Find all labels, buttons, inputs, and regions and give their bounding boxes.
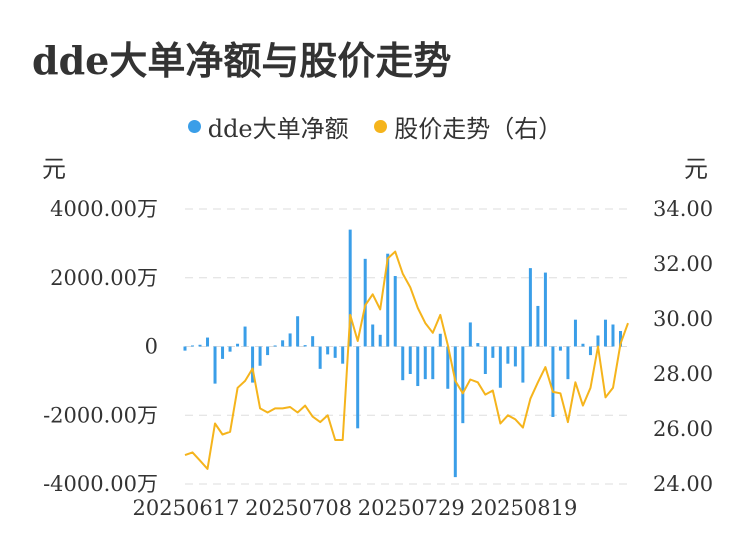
left-tick-label: 2000.00万 <box>50 266 158 290</box>
right-tick-label: 24.00 <box>653 472 713 496</box>
dde-bar <box>326 346 330 355</box>
dde-bar <box>371 324 375 347</box>
right-axis-ticks: 34.00 32.00 30.00 28.00 26.00 24.00 <box>653 197 713 496</box>
dde-bar <box>558 346 562 351</box>
dde-bar <box>213 346 217 384</box>
left-tick-label: -2000.00万 <box>43 403 158 427</box>
dde-bar <box>378 334 382 347</box>
dde-bars <box>183 229 622 478</box>
dde-bar <box>581 343 585 347</box>
dde-bar <box>311 336 315 347</box>
dde-bar <box>588 346 592 356</box>
dde-bar <box>618 331 622 347</box>
x-tick-label: 20250617 <box>133 496 240 520</box>
x-tick-label: 20250729 <box>358 496 465 520</box>
dde-bar <box>266 346 270 356</box>
dde-bar <box>296 316 300 347</box>
dde-bar <box>393 276 397 347</box>
dde-bar <box>603 319 607 347</box>
right-tick-label: 28.00 <box>653 362 713 386</box>
price-series-line <box>184 250 629 470</box>
dde-bar <box>498 346 502 388</box>
dde-bar <box>318 346 322 369</box>
dde-bar <box>303 345 307 347</box>
x-tick-label: 20250708 <box>245 496 352 520</box>
dde-bar <box>423 346 427 380</box>
dde-bar <box>206 337 210 347</box>
right-tick-label: 34.00 <box>653 197 713 221</box>
dde-bar <box>363 258 367 347</box>
dde-bar <box>228 346 232 352</box>
dde-bar <box>243 326 247 347</box>
dde-bar <box>408 346 412 374</box>
dde-bar <box>468 322 472 347</box>
dde-bar <box>236 343 240 347</box>
left-axis-ticks: 4000.00万 2000.00万 0 -2000.00万 -4000.00万 <box>43 197 158 496</box>
dde-bar <box>341 346 345 364</box>
dde-bar <box>566 346 570 380</box>
right-tick-label: 26.00 <box>653 417 713 441</box>
dde-bar <box>476 343 480 347</box>
legend-dot-price <box>374 120 388 133</box>
chart-title: dde大单净额与股价走势 <box>32 38 452 83</box>
right-tick-label: 30.00 <box>653 307 713 331</box>
dde-bar <box>191 345 195 347</box>
dde-bar <box>506 346 510 364</box>
dde-bar <box>573 319 577 347</box>
dde-bar <box>258 346 262 366</box>
dde-bar <box>521 346 525 383</box>
legend-label-dde: dde大单净额 <box>207 115 349 143</box>
dde-bar <box>281 340 285 347</box>
dde-bar <box>611 324 615 347</box>
dde-bar <box>536 305 540 347</box>
dde-bar <box>446 346 450 389</box>
dde-bar <box>183 346 187 351</box>
dde-bar <box>543 272 547 347</box>
dde-bar <box>483 346 487 374</box>
dde-bar <box>198 344 202 347</box>
dde-bar <box>551 346 555 417</box>
dde-bar <box>221 346 225 359</box>
legend-label-price: 股价走势（右） <box>394 115 563 143</box>
x-axis-ticks: 20250617 20250708 20250729 20250819 <box>133 496 578 520</box>
legend-item-dde[interactable]: dde大单净额 <box>187 109 349 144</box>
left-tick-label: 0 <box>145 335 158 359</box>
left-tick-label: 4000.00万 <box>50 197 158 221</box>
dde-bar <box>491 346 495 358</box>
dde-bar <box>528 268 532 347</box>
left-axis-unit: 元 <box>42 155 66 183</box>
price-line <box>184 250 629 470</box>
dde-bar <box>431 346 435 380</box>
right-tick-label: 32.00 <box>653 252 713 276</box>
dde-bar <box>513 346 517 367</box>
dde-bar <box>333 346 337 358</box>
dde-bar <box>438 333 442 347</box>
right-axis-unit: 元 <box>684 155 708 183</box>
dde-bar <box>386 253 390 347</box>
dde-bar <box>356 346 360 429</box>
legend-item-price[interactable]: 股价走势（右） <box>374 109 562 144</box>
left-tick-label: -4000.00万 <box>43 472 158 496</box>
dde-bar <box>596 335 600 347</box>
dde-bar <box>251 346 255 383</box>
dde-bar <box>348 229 352 347</box>
legend: dde大单净额 股价走势（右） <box>0 109 750 144</box>
dde-bar <box>461 346 465 424</box>
dde-bar <box>273 345 277 347</box>
x-tick-label: 20250819 <box>470 496 577 520</box>
dde-bar <box>416 346 420 387</box>
dde-bar <box>453 346 457 478</box>
dde-bar <box>288 333 292 347</box>
legend-dot-dde <box>187 120 201 133</box>
dde-bar <box>401 346 405 381</box>
